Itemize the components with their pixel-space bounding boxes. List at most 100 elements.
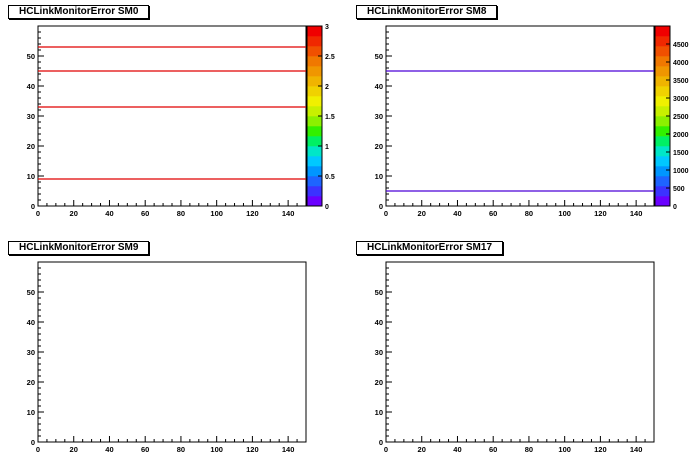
colorbar-segment — [307, 176, 322, 187]
pad-sm9: HCLinkMonitorError SM9 0 20 40 60 80 100 120 14… — [0, 236, 348, 472]
colorbar-segment — [655, 36, 670, 47]
colorbar-segment — [307, 126, 322, 137]
x-tick-label: 0 — [384, 209, 388, 218]
colorbar-segment — [655, 166, 670, 177]
x-tick-label: 120 — [246, 445, 259, 454]
pad-title-sm9: HCLinkMonitorError SM9 — [8, 241, 150, 255]
y-tick-label: 10 — [27, 172, 35, 181]
histogram-frame-sm8[interactable]: 0 20 40 60 80 100 120 1400102030405005001000150… — [348, 0, 696, 236]
y-tick-label: 30 — [375, 348, 383, 357]
colorbar-tick-label: 3500 — [673, 78, 689, 85]
colorbar-segment — [655, 126, 670, 137]
colorbar-segment — [307, 186, 322, 197]
colorbar-segment — [307, 66, 322, 77]
colorbar-segment — [655, 76, 670, 87]
x-tick-label: 20 — [70, 445, 78, 454]
colorbar-segment — [307, 116, 322, 127]
colorbar-tick-label: 2 — [325, 84, 329, 91]
colorbar-segment — [307, 76, 322, 87]
colorbar-segment — [655, 136, 670, 147]
colorbar-tick-label: 2500 — [673, 114, 689, 121]
x-tick-label: 100 — [558, 209, 571, 218]
colorbar-tick-label: 2.5 — [325, 54, 335, 61]
colorbar-segment — [655, 26, 670, 37]
pad-sm0: HCLinkMonitorError SM0 0 20 40 60 80 100 120 14… — [0, 0, 348, 236]
colorbar-tick-label: 0 — [325, 204, 329, 211]
plot-frame — [385, 261, 655, 443]
y-tick-label: 30 — [27, 348, 35, 357]
colorbar-tick-label: 1000 — [673, 168, 689, 175]
colorbar-segment — [655, 186, 670, 197]
x-tick-label: 100 — [210, 445, 223, 454]
colorbar-tick-label: 2000 — [673, 132, 689, 139]
x-tick-label: 140 — [630, 445, 643, 454]
colorbar-segment — [655, 196, 670, 207]
colorbar-segment — [655, 106, 670, 117]
x-tick-label: 100 — [210, 209, 223, 218]
colorbar-tick-label: 500 — [673, 186, 685, 193]
x-tick-label: 40 — [105, 209, 113, 218]
x-tick-label: 60 — [141, 445, 149, 454]
colorbar-segment — [655, 146, 670, 157]
x-tick-label: 20 — [418, 445, 426, 454]
histogram-frame-sm9[interactable]: 0 20 40 60 80 100 120 140 0 10 20 30 40 50 — [0, 236, 348, 472]
y-tick-label: 30 — [375, 112, 383, 121]
colorbar-tick-label: 3000 — [673, 96, 689, 103]
y-tick-label: 0 — [31, 202, 35, 211]
x-tick-label: 120 — [594, 445, 607, 454]
y-tick-label: 20 — [27, 142, 35, 151]
x-tick-label: 40 — [105, 445, 113, 454]
colorbar-segment — [307, 136, 322, 147]
x-tick-label: 20 — [70, 209, 78, 218]
y-tick-label: 10 — [27, 408, 35, 417]
colorbar-segment — [655, 176, 670, 187]
x-tick-label: 60 — [141, 209, 149, 218]
y-tick-label: 20 — [375, 378, 383, 387]
x-tick-label: 20 — [418, 209, 426, 218]
y-tick-label: 40 — [375, 82, 383, 91]
colorbar-segment — [655, 46, 670, 57]
x-tick-label: 40 — [453, 445, 461, 454]
x-tick-label: 80 — [525, 209, 533, 218]
x-tick-label: 0 — [384, 445, 388, 454]
colorbar-segment — [655, 96, 670, 107]
x-tick-label: 0 — [36, 445, 40, 454]
colorbar-segment — [307, 156, 322, 167]
colorbar-segment — [307, 106, 322, 117]
x-tick-label: 100 — [558, 445, 571, 454]
histogram-frame-sm0[interactable]: 0 20 40 60 80 100 120 140 0 10 20 30 40 50 0 0.5 1 1.5 2 2.… — [0, 0, 348, 236]
colorbar-segment — [655, 156, 670, 167]
pad-sm17: HCLinkMonitorError SM17 0 20 40 60 80 100 120 1… — [348, 236, 696, 472]
y-tick-label: 0 — [379, 438, 383, 447]
x-tick-label: 0 — [36, 209, 40, 218]
x-tick-label: 120 — [246, 209, 259, 218]
x-tick-label: 60 — [489, 445, 497, 454]
y-tick-label: 10 — [375, 172, 383, 181]
colorbar-tick-label: 3 — [325, 24, 329, 31]
y-tick-label: 50 — [27, 52, 35, 61]
y-tick-label: 50 — [375, 288, 383, 297]
colorbar-segment — [307, 56, 322, 67]
histogram-frame-sm17[interactable]: 0 20 40 60 80 100 120 140 0 10 20 30 40 50 — [348, 236, 696, 472]
pad-title-sm8: HCLinkMonitorError SM8 — [356, 5, 498, 19]
y-tick-label: 40 — [27, 318, 35, 327]
y-tick-label: 40 — [375, 318, 383, 327]
colorbar-segment — [655, 66, 670, 77]
plot-frame — [37, 261, 307, 443]
colorbar-segment — [307, 196, 322, 207]
colorbar-tick-label: 1500 — [673, 150, 689, 157]
x-tick-label: 60 — [489, 209, 497, 218]
x-tick-label: 80 — [177, 209, 185, 218]
x-tick-label: 80 — [525, 445, 533, 454]
y-tick-label: 50 — [375, 52, 383, 61]
colorbar-segment — [307, 86, 322, 97]
y-tick-label: 0 — [379, 202, 383, 211]
plot-frame — [385, 25, 655, 207]
pad-title-sm17: HCLinkMonitorError SM17 — [356, 241, 504, 255]
x-tick-label: 120 — [594, 209, 607, 218]
x-tick-label: 140 — [630, 209, 643, 218]
colorbar-segment — [307, 36, 322, 47]
y-tick-label: 30 — [27, 112, 35, 121]
colorbar-segment — [307, 146, 322, 157]
